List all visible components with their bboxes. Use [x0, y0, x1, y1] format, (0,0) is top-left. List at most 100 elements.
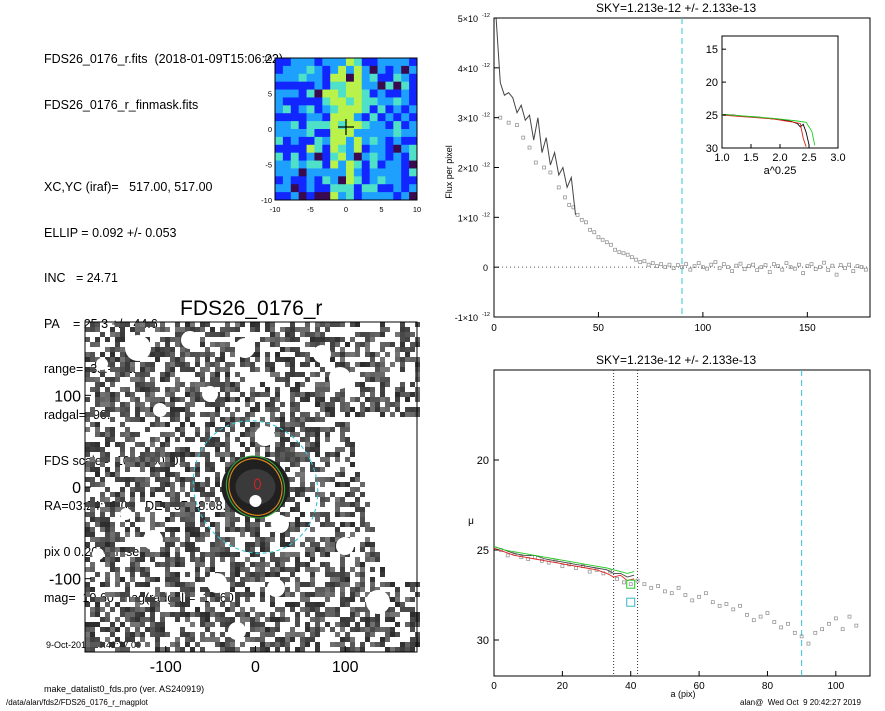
image-pixel [240, 612, 245, 617]
contour-cell [361, 81, 371, 90]
image-pixel [85, 637, 90, 642]
flux-point [730, 269, 734, 274]
inset-xtick: 1.0 [714, 152, 729, 164]
contour-cell [322, 192, 331, 201]
flux-point [621, 251, 626, 256]
image-pixel [105, 557, 110, 562]
image-pixel [185, 352, 190, 357]
mag-xtick: 100 [827, 681, 844, 692]
image-pixel [340, 577, 345, 582]
image-pixel [190, 532, 195, 537]
image-pixel [210, 437, 215, 442]
image-pixel [240, 362, 245, 367]
image-pixel [365, 522, 370, 527]
image-pixel [175, 637, 180, 642]
image-pixel [175, 572, 180, 577]
flux-point [634, 257, 638, 262]
image-pixel [380, 582, 385, 587]
image-pixel [360, 517, 365, 522]
image-pixel [170, 357, 175, 362]
image-pixel [295, 472, 300, 477]
image-pixel [155, 592, 160, 597]
mag-point [840, 627, 845, 632]
image-pixel [350, 532, 355, 537]
contour-cell [322, 97, 331, 106]
flux-point [515, 123, 519, 127]
image-pixel [120, 477, 125, 482]
contour-cell [346, 144, 355, 154]
contour-cell [275, 192, 284, 201]
contour-cell [298, 129, 307, 138]
image-pixel [105, 452, 110, 457]
image-pixel [105, 582, 110, 587]
image-pixel [240, 432, 245, 437]
image-pixel [90, 507, 95, 512]
image-pixel [145, 322, 150, 327]
image-pixel [125, 617, 130, 622]
image-pixel [240, 422, 245, 427]
image-pixel [230, 587, 235, 592]
flux-ytick: 5×10 [458, 14, 478, 24]
contour-cell [369, 65, 378, 75]
image-pixel [215, 597, 220, 602]
image-pixel [320, 342, 325, 347]
image-pixel [185, 532, 190, 537]
mag-point [587, 569, 592, 574]
image-pixel [340, 617, 345, 622]
image-pixel [135, 642, 140, 647]
mask-hole [153, 403, 167, 417]
image-pixel [170, 497, 175, 502]
image-pixel [340, 407, 345, 412]
image-pixel [335, 582, 340, 587]
image-pixel [130, 362, 135, 367]
image-pixel [285, 577, 290, 582]
image-pixel [190, 527, 195, 532]
image-pixel [270, 402, 275, 407]
image-pixel [220, 367, 225, 372]
image-pixel [140, 457, 145, 462]
contour-cell [353, 73, 363, 83]
image-pixel [200, 452, 205, 457]
image-pixel [280, 337, 285, 342]
image-pixel [150, 622, 155, 627]
inset-xtick: 2.0 [772, 152, 787, 164]
image-pixel [145, 567, 150, 572]
image-pixel [235, 567, 240, 572]
image-pixel [205, 462, 210, 467]
image-pixel [380, 332, 385, 337]
image-pixel [175, 382, 180, 387]
image-pixel [105, 347, 110, 352]
image-pixel [135, 632, 140, 637]
image-pixel [275, 627, 280, 632]
contour-cell [306, 73, 315, 83]
image-pixel [205, 602, 210, 607]
image-pixel [325, 567, 330, 572]
isophote-ellipse [228, 458, 283, 516]
image-pixel [170, 612, 175, 617]
image-pixel [175, 527, 180, 532]
contour-cell [275, 73, 284, 83]
image-pixel [305, 607, 310, 612]
image-pixel [90, 367, 95, 372]
flux-point [755, 268, 760, 273]
contour-cell [330, 65, 339, 75]
mag-point [710, 600, 715, 605]
image-pixel [300, 422, 305, 427]
image-pixel [395, 397, 400, 402]
image-pixel [315, 477, 320, 482]
image-pixel [260, 562, 265, 567]
image-pixel [365, 592, 370, 597]
image-pixel [210, 417, 215, 422]
image-pixel [255, 522, 260, 527]
image-pixel [90, 517, 95, 522]
image-pixel [110, 427, 115, 432]
image-pixel [240, 442, 245, 447]
image-pixel [190, 507, 195, 512]
image-pixel [90, 447, 95, 452]
image-pixel [350, 642, 355, 647]
image-pixel [405, 332, 410, 337]
image-pixel [190, 622, 195, 627]
image-pixel [95, 387, 100, 392]
image-pixel [195, 397, 200, 402]
image-pixel [215, 527, 220, 532]
